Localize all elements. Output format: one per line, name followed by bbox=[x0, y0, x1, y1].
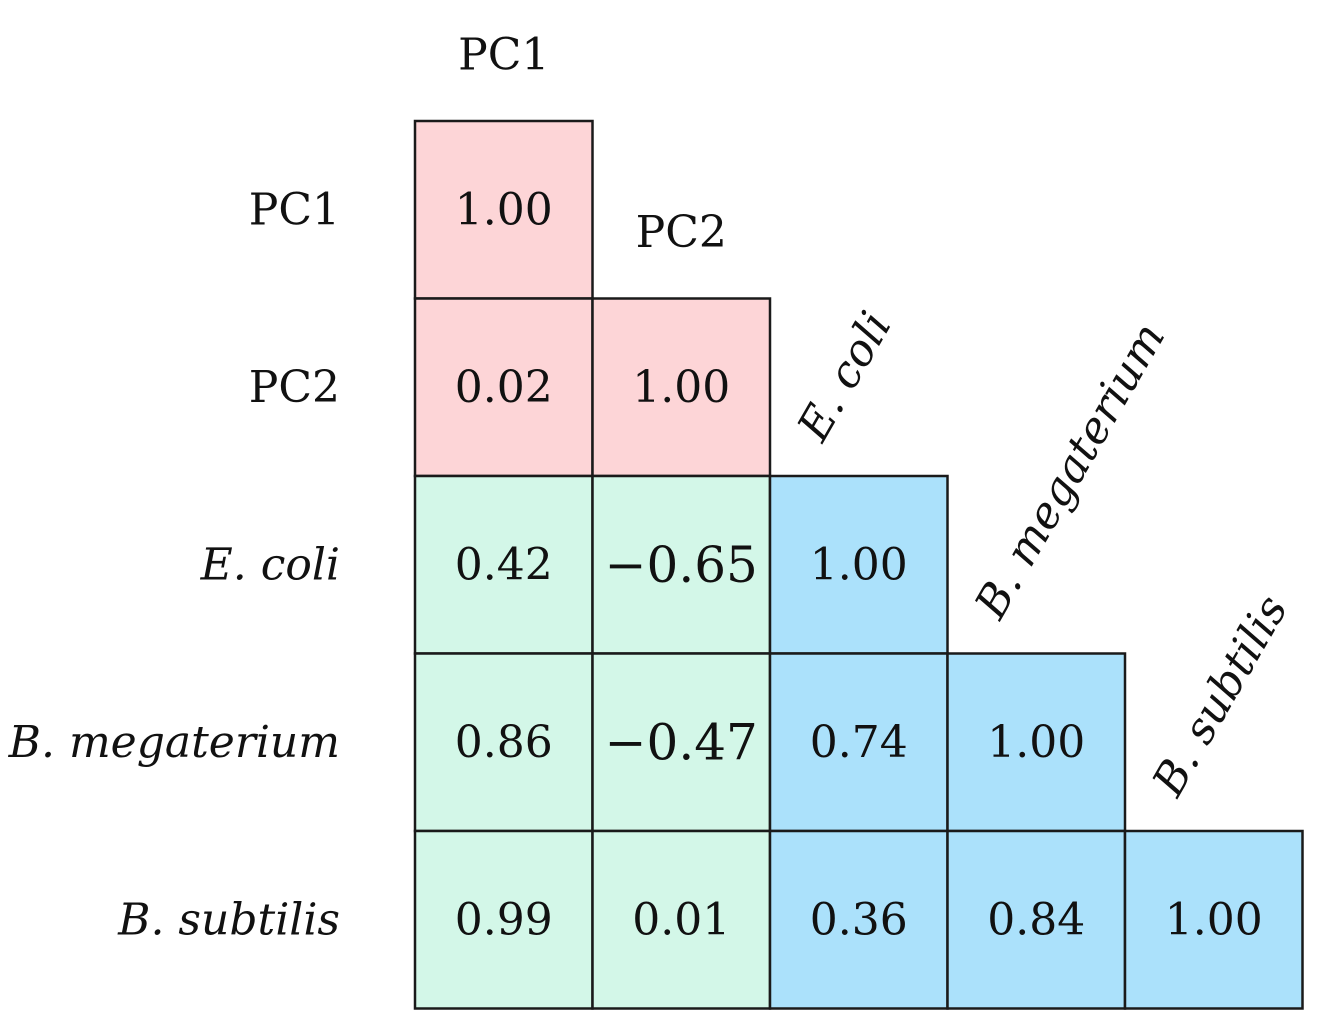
cell-value-b-subtilis-pc1: 0.99 bbox=[455, 894, 553, 945]
cell-pc2-pc1 bbox=[413, 297, 594, 478]
cell-value-pc2-pc1: 0.02 bbox=[455, 362, 553, 413]
cell-value-b-subtilis-b-megaterium: 0.84 bbox=[987, 894, 1085, 945]
row-label-b-megaterium: B. megaterium bbox=[8, 717, 340, 768]
cell-value-b-megaterium-pc2: −0.47 bbox=[605, 713, 758, 771]
cell-value-e-coli-pc2: −0.65 bbox=[605, 536, 758, 594]
row-label-b-subtilis: B. subtilis bbox=[117, 894, 340, 945]
cell-value-b-megaterium-e-coli: 0.74 bbox=[810, 717, 908, 768]
cell-b-subtilis-e-coli bbox=[768, 829, 949, 1010]
row-label-e-coli: E. coli bbox=[200, 539, 340, 590]
cell-e-coli-e-coli bbox=[768, 474, 949, 655]
cell-pc1-pc1 bbox=[413, 119, 594, 300]
cell-value-b-subtilis-pc2: 0.01 bbox=[632, 894, 730, 945]
column-label-b-megaterium: B. megaterium bbox=[965, 315, 1175, 628]
cell-value-b-megaterium-b-megaterium: 1.00 bbox=[987, 717, 1085, 768]
cell-value-pc2-pc2: 1.00 bbox=[632, 362, 730, 413]
cell-value-e-coli-pc1: 0.42 bbox=[455, 539, 553, 590]
cell-b-subtilis-b-subtilis bbox=[1123, 829, 1304, 1010]
heatmap-cells: 1.00 0.02 1.00 0.42 −0.65 1.00 0.86 −0.47 0.74 1.… bbox=[413, 119, 1304, 1010]
column-label-b-subtilis: B. subtilis bbox=[1142, 587, 1298, 806]
row-label-pc1: PC1 bbox=[249, 184, 340, 235]
cell-value-b-subtilis-b-subtilis: 1.00 bbox=[1165, 894, 1263, 945]
row-label-pc2: PC2 bbox=[249, 362, 340, 413]
cell-value-b-subtilis-e-coli: 0.36 bbox=[810, 894, 908, 945]
cell-value-pc1-pc1: 1.00 bbox=[455, 184, 553, 235]
column-label-pc1: PC1 bbox=[458, 30, 549, 81]
column-label-e-coli: E. coli bbox=[787, 303, 901, 450]
cell-value-e-coli-e-coli: 1.00 bbox=[810, 539, 908, 590]
cell-b-megaterium-b-megaterium bbox=[946, 652, 1127, 833]
cell-b-megaterium-pc2 bbox=[591, 652, 772, 833]
cell-b-subtilis-pc2 bbox=[591, 829, 772, 1010]
column-label-pc2: PC2 bbox=[636, 207, 727, 258]
cell-b-subtilis-b-megaterium bbox=[946, 829, 1127, 1010]
row-labels: PC1 PC2 E. coli B. megaterium B. subtilis bbox=[8, 184, 340, 945]
cell-value-b-megaterium-pc1: 0.86 bbox=[455, 717, 553, 768]
cell-pc2-pc2 bbox=[591, 297, 772, 478]
cell-e-coli-pc1 bbox=[413, 474, 594, 655]
